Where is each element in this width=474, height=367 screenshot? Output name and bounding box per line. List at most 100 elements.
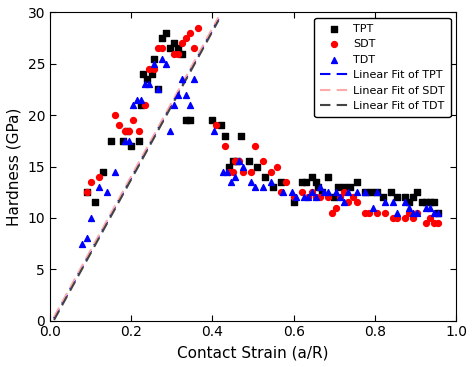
Linear Fit of TDT bbox=[51, 318, 57, 322]
TPT bbox=[123, 128, 131, 134]
TPT bbox=[302, 179, 310, 185]
SDT bbox=[373, 210, 381, 216]
Linear Fit of SDT bbox=[149, 136, 155, 141]
SDT bbox=[361, 210, 368, 216]
TPT bbox=[119, 138, 127, 144]
Linear Fit of TPT bbox=[149, 138, 155, 142]
TPT bbox=[253, 164, 261, 170]
TPT bbox=[144, 76, 151, 82]
Linear Fit of TDT bbox=[83, 260, 89, 265]
SDT bbox=[186, 30, 194, 36]
TPT bbox=[401, 195, 409, 200]
SDT bbox=[229, 169, 237, 175]
SDT bbox=[316, 195, 324, 200]
Line: Linear Fit of TPT: Linear Fit of TPT bbox=[54, 19, 219, 319]
SDT bbox=[213, 123, 220, 128]
SDT bbox=[259, 159, 267, 164]
Legend: TPT, SDT, TDT, Linear Fit of TPT, Linear Fit of SDT, Linear Fit of TDT: TPT, SDT, TDT, Linear Fit of TPT, Linear… bbox=[314, 18, 450, 117]
SDT bbox=[282, 179, 289, 185]
TPT bbox=[225, 164, 232, 170]
Linear Fit of TPT bbox=[202, 41, 208, 45]
TPT bbox=[335, 184, 342, 190]
TDT bbox=[324, 189, 332, 195]
TDT bbox=[300, 195, 308, 200]
TDT bbox=[341, 200, 348, 206]
TDT bbox=[158, 56, 165, 62]
TPT bbox=[346, 184, 354, 190]
TPT bbox=[290, 200, 297, 206]
TPT bbox=[414, 189, 421, 195]
TDT bbox=[121, 138, 129, 144]
TPT bbox=[107, 138, 115, 144]
TPT bbox=[233, 159, 241, 164]
TDT bbox=[83, 236, 91, 241]
SDT bbox=[422, 220, 429, 226]
SDT bbox=[95, 174, 102, 180]
TPT bbox=[430, 200, 438, 206]
Line: Linear Fit of TDT: Linear Fit of TDT bbox=[54, 20, 219, 320]
Linear Fit of TDT bbox=[216, 18, 221, 22]
TDT bbox=[267, 179, 275, 185]
TDT bbox=[361, 189, 368, 195]
TDT bbox=[345, 189, 352, 195]
TPT bbox=[182, 117, 190, 123]
TPT bbox=[367, 189, 374, 195]
SDT bbox=[251, 143, 259, 149]
TDT bbox=[223, 169, 230, 175]
SDT bbox=[298, 189, 306, 195]
TDT bbox=[369, 205, 377, 211]
TPT bbox=[341, 184, 348, 190]
SDT bbox=[146, 66, 153, 72]
Y-axis label: Hardness (GPa): Hardness (GPa) bbox=[7, 108, 22, 226]
TDT bbox=[373, 189, 381, 195]
TPT bbox=[373, 189, 381, 195]
SDT bbox=[401, 215, 409, 221]
TDT bbox=[353, 189, 360, 195]
SDT bbox=[393, 215, 401, 221]
Linear Fit of TDT bbox=[207, 33, 213, 38]
SDT bbox=[389, 215, 397, 221]
TPT bbox=[136, 138, 143, 144]
TDT bbox=[259, 184, 267, 190]
SDT bbox=[337, 195, 344, 200]
TDT bbox=[182, 92, 190, 98]
TDT bbox=[280, 189, 287, 195]
TDT bbox=[247, 179, 255, 185]
TDT bbox=[103, 189, 110, 195]
TPT bbox=[361, 189, 368, 195]
TPT bbox=[312, 179, 320, 185]
SDT bbox=[353, 200, 360, 206]
SDT bbox=[154, 46, 161, 51]
TDT bbox=[337, 195, 344, 200]
SDT bbox=[239, 169, 246, 175]
SDT bbox=[328, 210, 336, 216]
SDT bbox=[381, 210, 389, 216]
TPT bbox=[99, 169, 107, 175]
TDT bbox=[312, 195, 320, 200]
SDT bbox=[267, 169, 275, 175]
TPT bbox=[170, 40, 178, 46]
TDT bbox=[381, 200, 389, 206]
TPT bbox=[158, 35, 165, 41]
SDT bbox=[221, 143, 228, 149]
TPT bbox=[83, 189, 91, 195]
TDT bbox=[174, 92, 182, 98]
SDT bbox=[341, 189, 348, 195]
TDT bbox=[332, 189, 340, 195]
TDT bbox=[231, 174, 238, 180]
TDT bbox=[292, 195, 300, 200]
SDT bbox=[290, 195, 297, 200]
TDT bbox=[393, 210, 401, 216]
TPT bbox=[379, 195, 387, 200]
SDT bbox=[182, 35, 190, 41]
TDT bbox=[111, 169, 119, 175]
SDT bbox=[410, 215, 417, 221]
Linear Fit of TPT bbox=[83, 259, 89, 263]
TDT bbox=[170, 102, 178, 108]
SDT bbox=[83, 189, 91, 195]
TPT bbox=[387, 189, 395, 195]
SDT bbox=[365, 210, 373, 216]
SDT bbox=[126, 128, 133, 134]
Line: Linear Fit of SDT: Linear Fit of SDT bbox=[54, 17, 219, 317]
TPT bbox=[229, 159, 237, 164]
